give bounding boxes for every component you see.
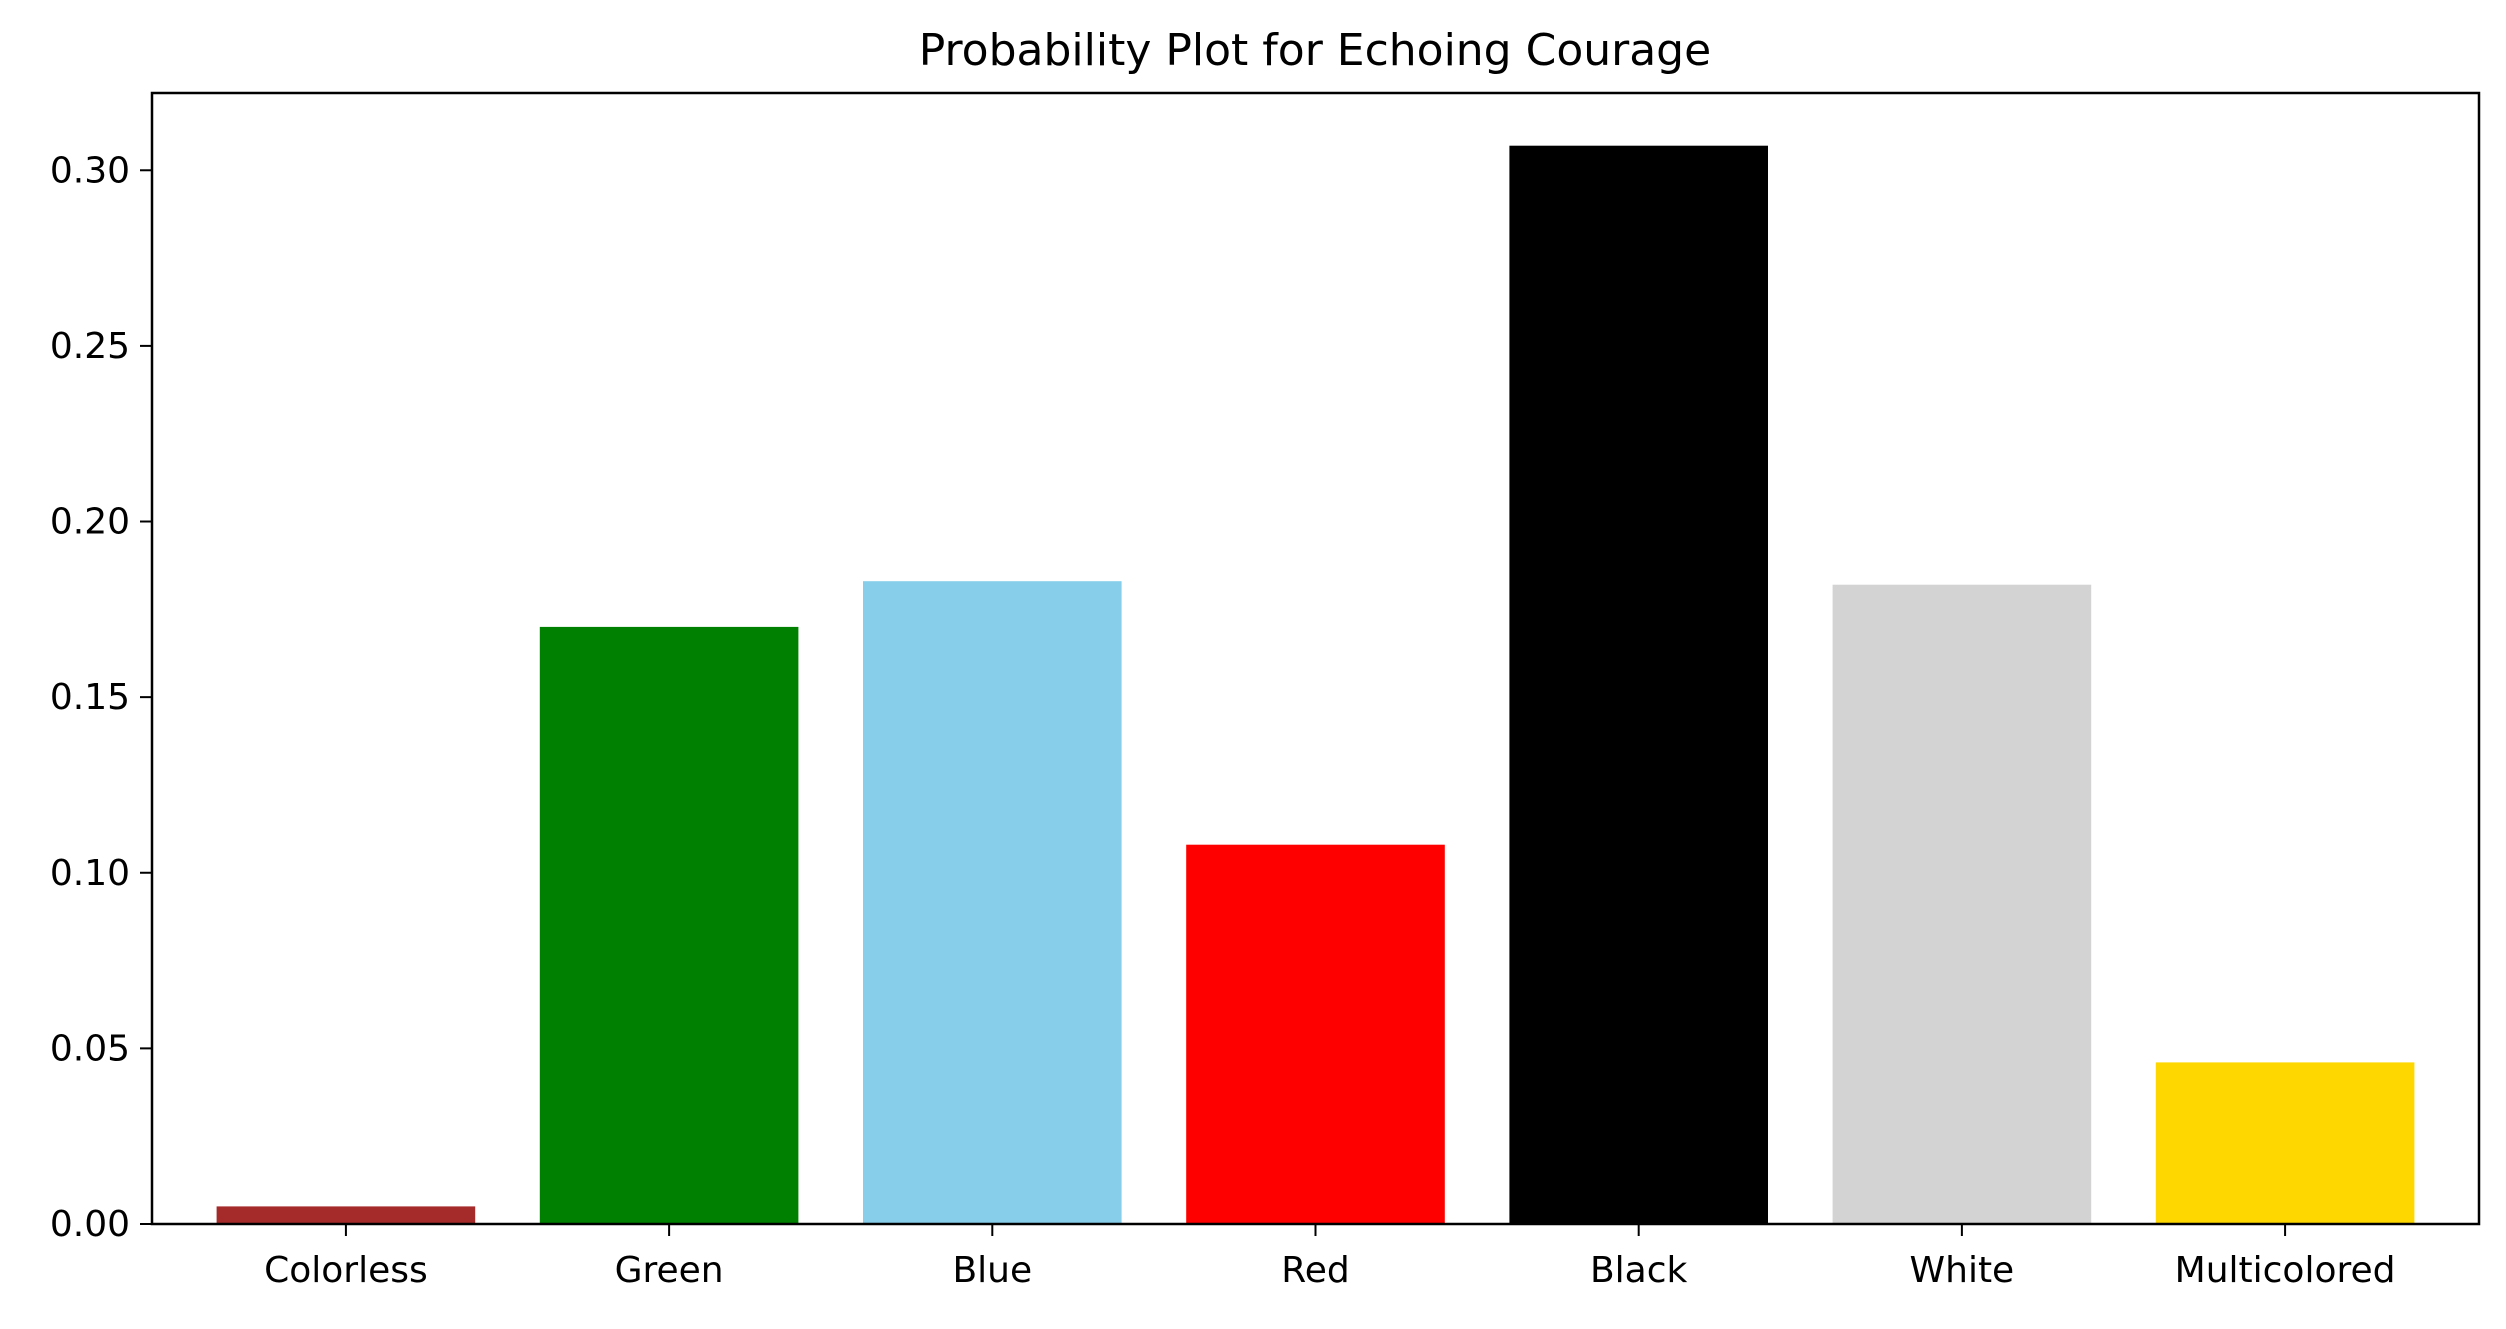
bar-black: [1509, 145, 1768, 1225]
y-tick-label: 0.10: [50, 853, 130, 894]
y-tick-label: 0.30: [50, 150, 130, 191]
chart-title: Probability Plot for Echoing Courage: [919, 25, 1711, 76]
x-tick-label: White: [1910, 1250, 2015, 1291]
x-axis: Colorless Green Blue Red Black White Multicolo…: [264, 1224, 2396, 1291]
y-tick-label: 0.05: [50, 1028, 130, 1069]
bar-colorless: [216, 1206, 476, 1224]
x-tick-label: Green: [615, 1250, 724, 1291]
bar-red: [1186, 844, 1445, 1224]
bar-green: [539, 626, 799, 1224]
y-tick-label: 0.00: [50, 1204, 130, 1245]
y-axis: 0.00 0.05 0.10 0.15 0.20 0.25 0.30: [50, 150, 152, 1245]
bars-group: [216, 145, 2415, 1225]
y-tick-label: 0.15: [50, 677, 130, 718]
bar-white: [1832, 584, 2092, 1224]
bar-multicolored: [2155, 1062, 2415, 1224]
x-tick-label: Colorless: [264, 1250, 428, 1291]
bar-blue: [863, 581, 1122, 1224]
x-tick-label: Blue: [952, 1250, 1032, 1291]
x-tick-label: Multicolored: [2175, 1250, 2396, 1291]
y-tick-label: 0.25: [50, 326, 130, 367]
plot-frame: [150, 91, 2481, 1226]
x-tick-label: Red: [1281, 1250, 1349, 1291]
y-tick-label: 0.20: [50, 502, 130, 543]
x-tick-label: Black: [1590, 1250, 1688, 1291]
